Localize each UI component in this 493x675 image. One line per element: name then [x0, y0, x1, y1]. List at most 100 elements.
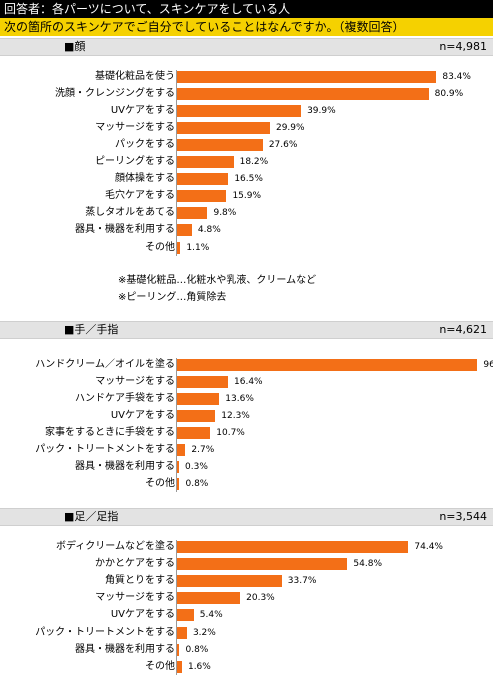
category-label: UVケアをする: [110, 105, 175, 117]
bar: [177, 376, 228, 388]
bar-row: かかとケアをする 54.8%: [0, 556, 493, 572]
bar-row: 器具・機器を利用する 0.3%: [0, 459, 493, 475]
category-label: UVケアをする: [110, 410, 175, 421]
bar-row: パック・トリートメントをする 2.7%: [0, 442, 493, 458]
category-label: UVケアをする: [110, 609, 175, 621]
section-header: ■顔 n=4,981: [0, 38, 493, 56]
category-label: 蒸しタオルをあてる: [85, 207, 175, 219]
value-label: 83.4%: [442, 72, 471, 82]
bar: [177, 71, 437, 83]
bar-row: 基礎化粧品を使う 83.4%: [0, 69, 493, 85]
bar: [177, 626, 187, 639]
bar-row: マッサージをする 20.3%: [0, 590, 493, 606]
value-label: 10.7%: [216, 428, 245, 438]
category-label: 器具・機器を利用する: [75, 224, 175, 236]
note-skincare: ※基礎化粧品…化粧水や乳液、クリームなど: [118, 275, 317, 286]
bar-row: 蒸しタオルをあてる 9.8%: [0, 205, 493, 221]
bar: [177, 156, 234, 169]
bar: [177, 410, 216, 422]
value-label: 16.4%: [234, 377, 263, 387]
value-label: 13.6%: [225, 394, 254, 404]
bar-row: 器具・機器を利用する 4.8%: [0, 222, 493, 238]
bar: [177, 190, 227, 203]
bar: [177, 444, 186, 456]
bar-row: 家事をするときに手袋をする 10.7%: [0, 425, 493, 441]
bar-row: UVケアをする 12.3%: [0, 408, 493, 424]
bar: [177, 241, 181, 254]
value-label: 0.3%: [185, 462, 208, 472]
bar: [177, 541, 409, 553]
bar-row: その他 1.1%: [0, 240, 493, 256]
value-label: 18.2%: [239, 157, 269, 168]
bar: [177, 660, 182, 673]
category-label: ハンドケア手袋をする: [75, 393, 175, 404]
value-label: 15.9%: [232, 191, 262, 202]
category-axis: [176, 540, 177, 675]
category-label: その他: [145, 660, 175, 672]
value-label: 96.6%: [483, 360, 493, 370]
value-label: 20.3%: [246, 593, 275, 604]
respondents-header: 回答者：各パーツについて、スキンケアをしている人: [0, 0, 493, 18]
category-label: 顔体操をする: [115, 173, 175, 185]
bar: [177, 173, 229, 186]
sample-size: n=3,544: [439, 510, 487, 523]
bar-row: マッサージをする 29.9%: [0, 120, 493, 136]
value-label: 9.8%: [213, 208, 237, 219]
sample-size: n=4,621: [439, 323, 487, 336]
value-label: 54.8%: [353, 559, 383, 570]
bar-row: 顔体操をする 16.5%: [0, 171, 493, 187]
category-label: 基礎化粧品を使う: [95, 71, 175, 82]
bar-row: パックをする 27.6%: [0, 137, 493, 153]
category-label: マッサージをする: [95, 376, 175, 387]
value-label: 74.4%: [414, 542, 443, 552]
bar: [177, 224, 192, 237]
bar-row: 器具・機器を利用する 0.8%: [0, 642, 493, 658]
value-label: 0.8%: [185, 644, 209, 655]
question-header: 次の箇所のスキンケアでご自分でしていることはなんですか。（複数回答）: [0, 18, 493, 36]
bar: [177, 427, 211, 439]
category-label: パック・トリートメントをする: [35, 444, 175, 455]
section-title: ■顔: [64, 40, 86, 53]
bar-row: ピーリングをする 18.2%: [0, 154, 493, 170]
value-label: 0.8%: [185, 479, 209, 489]
bar: [177, 88, 429, 101]
bar-row: UVケアをする 39.9%: [0, 103, 493, 119]
category-label: ピーリングをする: [95, 156, 175, 168]
category-label: かかとケアをする: [95, 558, 175, 570]
bar-row: マッサージをする 16.4%: [0, 374, 493, 390]
value-label: 33.7%: [287, 576, 317, 587]
bar: [177, 122, 270, 135]
category-axis: [176, 70, 177, 256]
value-label: 29.9%: [275, 123, 305, 134]
section-header: ■手／手指 n=4,621: [0, 321, 493, 339]
category-label: その他: [145, 478, 175, 489]
category-label: パックをする: [115, 139, 175, 151]
bar-row: ハンドケア手袋をする 13.6%: [0, 391, 493, 407]
category-label: 器具・機器を利用する: [75, 461, 175, 472]
bar: [177, 575, 282, 588]
bar: [177, 105, 302, 118]
value-label: 27.6%: [268, 140, 298, 151]
bar-row: パック・トリートメントをする 3.2%: [0, 625, 493, 641]
bar: [177, 609, 194, 622]
value-label: 1.6%: [187, 661, 211, 672]
bar-row: ハンドクリーム／オイルを塗る 96.6%: [0, 357, 493, 373]
bar-row: その他 1.6%: [0, 659, 493, 675]
bar: [177, 643, 180, 656]
category-label: ハンドクリーム／オイルを塗る: [35, 359, 175, 370]
bar-row: 洗顔・クレンジングをする 80.9%: [0, 86, 493, 102]
value-label: 5.4%: [199, 610, 223, 621]
bar-row: 毛穴ケアをする 15.9%: [0, 188, 493, 204]
value-label: 3.2%: [192, 627, 216, 638]
category-axis: [176, 358, 177, 492]
bar: [177, 139, 263, 152]
bar-row: UVケアをする 5.4%: [0, 607, 493, 623]
category-label: その他: [145, 241, 175, 253]
bar-row: 角質とりをする 33.7%: [0, 573, 493, 589]
value-label: 39.9%: [307, 106, 336, 117]
bar: [177, 461, 179, 473]
value-label: 16.5%: [234, 174, 263, 185]
section-header: ■足／足指 n=3,544: [0, 508, 493, 526]
value-label: 1.1%: [186, 242, 210, 253]
note-peeling: ※ピーリング…角質除去: [118, 292, 227, 303]
